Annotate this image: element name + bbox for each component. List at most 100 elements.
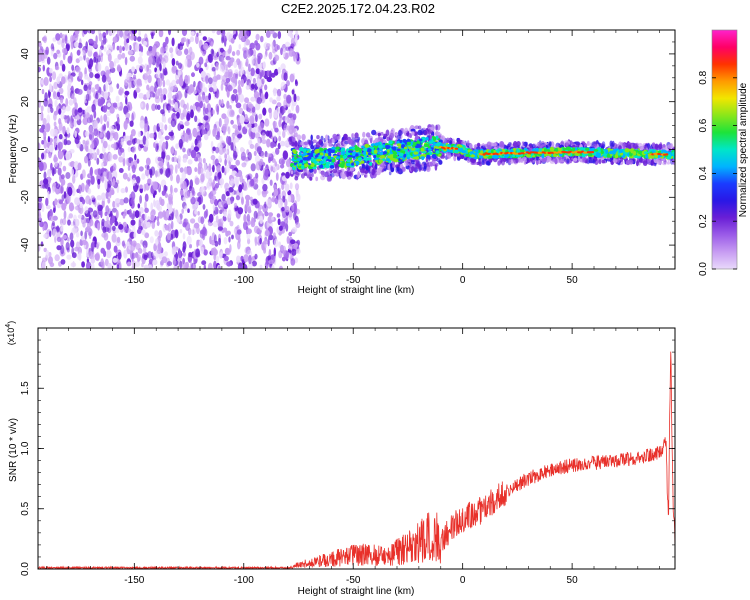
spectrogram-cell [252,198,258,205]
spectrogram-cell [110,210,113,217]
spectrogram-cell [61,194,65,202]
spectrogram-cell [176,111,180,119]
spectrogram-cell [226,261,232,267]
spectrogram-cell [45,197,49,207]
spectrogram-cell [371,129,377,136]
spectrogram-cell [415,160,419,166]
spectrogram-cell [153,199,156,208]
spectrogram-cell [97,62,102,72]
spectrogram-cell [255,42,261,51]
spectrogram-cell [214,175,217,181]
spectrogram-cell [116,102,121,107]
spectrogram-cell [236,180,239,188]
spectrogram-cell [223,211,228,217]
spectrogram-cell [100,115,103,125]
spectrogram-cell [273,238,279,248]
spectrogram-cell [377,135,381,140]
spectrogram-cell [243,40,247,48]
spectrogram-cell [267,237,270,247]
spectrogram-cell [144,193,149,202]
spectrogram-cell [184,191,190,199]
spectrogram-cell [70,168,75,177]
spectrogram-cell [101,218,105,227]
spectrogram-cell [58,121,63,131]
spectrogram-cell [307,152,311,156]
spectrogram-cell [111,207,118,213]
spectrogram-cell [164,193,168,198]
spectrogram-cell [263,54,267,60]
spectrogram-cell [426,166,431,173]
spectrogram-cell [217,226,223,231]
spectrogram-cell [71,94,75,100]
spectrogram-cell [104,211,108,217]
spectrogram-cell [152,181,158,191]
spectrogram-cell [285,171,290,179]
spectrogram-cell [187,88,193,95]
spectrogram-cell [115,209,119,219]
spectrogram-cell [182,108,187,118]
spectrogram-cell [111,215,115,224]
spectrogram-cell [153,124,157,133]
spectrogram-cell [123,226,129,234]
spectrogram-cell [58,73,63,79]
spectrogram-cell [212,204,216,211]
spectrogram-cell [213,260,217,269]
spectrogram-cell [106,153,110,162]
spectrogram-cell [38,243,41,252]
spectrogram-cell [117,53,122,60]
spectrogram-cell [138,30,141,36]
spectrogram-cell [129,120,134,127]
spectrogram-cell [60,222,64,229]
spectrogram-cell [119,30,124,38]
spectrogram-cell [257,137,261,147]
spectrogram-cell [203,162,207,173]
spectrogram-cell [162,210,167,218]
spectrogram-cell [214,158,219,167]
spectrogram-cell [60,174,65,180]
spectrogram-cell [184,205,188,212]
spectrogram-cell [103,171,107,177]
spectrogram-cell [164,135,170,141]
spectrogram-cell [73,97,77,105]
spectrogram-cell [49,209,53,218]
spectrogram-cell [220,206,225,212]
spectrogram-cell [499,141,505,148]
spectrogram-cell [255,172,259,179]
spectrogram-cell [208,54,212,63]
spectrogram-cell [287,190,292,196]
spectrogram-cell [259,63,263,72]
spectrogram-cell [244,246,250,255]
spectrogram-cell [42,184,46,189]
spectrogram-cell [70,239,75,248]
spectrogram-cell [258,113,263,120]
spectrogram-cell [266,198,272,207]
spectrogram-cell [39,221,44,228]
spectrogram-cell [96,83,100,91]
spectrogram-cell [285,41,290,47]
spectrogram-cell [365,132,371,138]
spectrogram-cell [44,223,47,231]
spectrogram-cell [274,54,280,61]
spectrogram-cell [162,79,166,88]
spectrogram-cell [218,265,221,269]
spectrogram-cell [100,258,104,267]
spectrogram-cell [129,55,135,62]
spectrogram-cell [107,197,111,204]
spectrogram-cell [112,43,116,51]
spectrogram-cell [427,128,431,135]
spectrogram-cell [200,246,205,254]
spectrogram-cell [104,226,110,232]
spectrogram-cell [170,184,173,195]
spectrogram-cell [144,207,149,213]
spectrogram-cell [112,200,116,208]
spectrogram-cell [61,203,67,211]
spectrogram-cell [274,197,279,205]
spectrogram-cell [241,198,244,204]
spectrogram-cell [149,91,154,98]
spectrogram-cell [131,253,134,262]
spectrogram-cell [104,81,109,92]
spectrogram-cell [70,221,74,227]
spectrogram-cell [229,157,233,163]
spectrogram-cell [38,112,42,122]
